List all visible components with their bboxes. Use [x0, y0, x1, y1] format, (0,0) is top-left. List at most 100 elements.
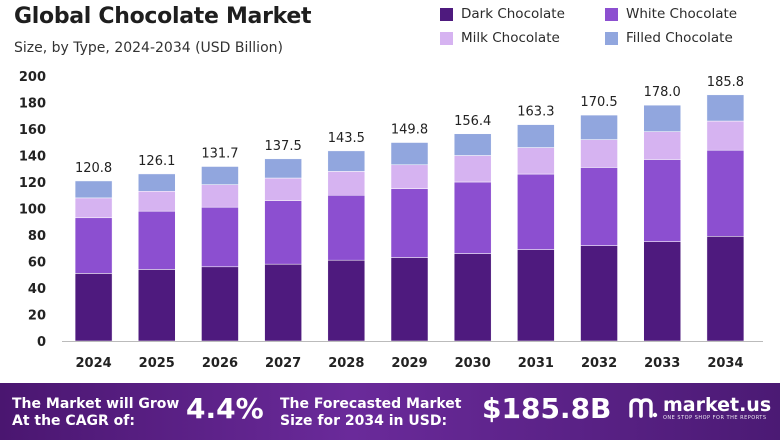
- bar-segment: [580, 167, 618, 246]
- bar-segment: [643, 131, 681, 160]
- bar-segment: [390, 142, 429, 166]
- y-tick-label: 0: [37, 335, 46, 350]
- legend: Dark Chocolate White Chocolate Milk Choc…: [440, 6, 775, 46]
- bar-segment: [453, 133, 492, 156]
- bar-segment: [706, 120, 745, 151]
- bar-segment: [517, 124, 555, 148]
- bar-segment: [453, 253, 492, 342]
- bar-segment: [138, 191, 176, 212]
- bar-segment: [138, 173, 176, 192]
- bar-segment: [580, 245, 618, 342]
- bar-total-label: 143.5: [328, 131, 365, 146]
- bar-segment: [706, 236, 745, 342]
- bar-segment: [706, 94, 745, 122]
- legend-swatch-filled: [605, 31, 618, 45]
- y-tick-label: 120: [19, 176, 46, 191]
- bar-segment: [74, 180, 113, 199]
- chart-title: Global Chocolate Market: [14, 4, 312, 29]
- x-tick-label: 2027: [265, 356, 301, 371]
- bar-segment: [74, 273, 113, 342]
- chart-subtitle: Size, by Type, 2024-2034 (USD Billion): [14, 40, 283, 56]
- bar-total-label: 149.8: [391, 123, 428, 138]
- market-us-logo-icon: [629, 398, 658, 418]
- bar-segment: [264, 158, 302, 179]
- legend-label: Dark Chocolate: [461, 6, 565, 22]
- bar-segment: [74, 197, 113, 219]
- bar-total-label: 120.8: [75, 161, 112, 176]
- bar-segment: [74, 217, 113, 274]
- y-tick-label: 40: [28, 282, 46, 297]
- brand-logo: market.us ONE STOP SHOP FOR THE REPORTS: [628, 395, 771, 421]
- bar-segment: [580, 139, 618, 168]
- bar-segment: [517, 249, 555, 342]
- legend-swatch-white: [605, 7, 618, 21]
- y-tick-label: 200: [19, 70, 46, 85]
- y-tick-label: 20: [28, 309, 46, 324]
- bar-segment: [706, 149, 745, 237]
- y-tick-label: 80: [28, 229, 46, 244]
- y-tick-label: 180: [19, 97, 46, 112]
- stacked-bar-chart: 0 20 40 60 80 100 120 140 160 180 200 120.8 2024 126.…: [19, 70, 763, 371]
- cagr-caption-line-2: At the CAGR of:: [12, 413, 135, 429]
- bar-segment: [264, 263, 302, 342]
- legend-item-dark-chocolate: Dark Chocolate: [440, 6, 605, 22]
- brand-name: market.us: [663, 394, 772, 416]
- bar-total-label: 131.7: [201, 146, 238, 161]
- legend-label: Milk Chocolate: [461, 30, 560, 46]
- bar-segment: [643, 241, 681, 342]
- bar-segment: [201, 166, 239, 185]
- legend-label: Filled Chocolate: [626, 30, 733, 46]
- cagr-caption: The Market will Grow At the CAGR of:: [12, 396, 179, 430]
- y-tick-label: 60: [28, 256, 46, 271]
- x-tick-label: 2026: [202, 356, 238, 371]
- x-tick-label: 2033: [644, 356, 680, 371]
- x-tick-label: 2028: [328, 356, 364, 371]
- bar-segment: [390, 257, 429, 342]
- bar-segment: [390, 188, 429, 258]
- legend-swatch-dark: [440, 7, 453, 21]
- bar-total-label: 163.3: [517, 105, 554, 120]
- bar-total-label: 126.1: [138, 154, 175, 169]
- legend-label: White Chocolate: [626, 6, 738, 22]
- summary-banner: The Market will Grow At the CAGR of: 4.4…: [0, 383, 780, 440]
- x-tick-label: 2034: [707, 356, 743, 371]
- bar-segment: [453, 181, 492, 254]
- bar-total-label: 170.5: [580, 95, 617, 110]
- forecast-caption: The Forecasted Market Size for 2034 in U…: [280, 396, 461, 430]
- legend-swatch-milk: [440, 31, 453, 45]
- bar-segment: [138, 269, 176, 342]
- bar-segment: [327, 195, 366, 261]
- bar-total-label: 185.8: [707, 75, 744, 90]
- bar-segment: [327, 171, 366, 196]
- bar-segment: [517, 173, 555, 250]
- x-tick-label: 2030: [455, 356, 491, 371]
- bar-segment: [264, 200, 302, 265]
- bar-total-label: 178.0: [644, 85, 681, 100]
- bar-segment: [517, 147, 555, 175]
- bar-segment: [643, 159, 681, 242]
- y-tick-label: 160: [19, 123, 46, 138]
- bar-segment: [453, 155, 492, 183]
- bar-total-label: 137.5: [265, 139, 302, 154]
- bar-segment: [138, 210, 176, 270]
- cagr-value: 4.4%: [186, 392, 264, 425]
- bar-segment: [327, 150, 366, 172]
- bar-total-label: 156.4: [454, 114, 491, 129]
- x-tick-label: 2031: [518, 356, 554, 371]
- bar-segment: [643, 104, 681, 132]
- legend-item-filled-chocolate: Filled Chocolate: [605, 30, 775, 46]
- bar-segment: [264, 177, 302, 201]
- x-tick-label: 2029: [391, 356, 427, 371]
- legend-item-white-chocolate: White Chocolate: [605, 6, 775, 22]
- bar-segment: [327, 259, 366, 342]
- bar-segment: [201, 184, 239, 208]
- x-tick-label: 2024: [75, 356, 111, 371]
- legend-item-milk-chocolate: Milk Chocolate: [440, 30, 605, 46]
- forecast-caption-line-1: The Forecasted Market: [280, 396, 462, 412]
- brand-tagline: ONE STOP SHOP FOR THE REPORTS: [663, 415, 767, 421]
- bar-segment: [201, 266, 239, 342]
- forecast-value: $185.8B: [482, 392, 612, 425]
- bar-segment: [580, 114, 618, 140]
- bar-segment: [201, 206, 239, 268]
- cagr-caption-line-1: The Market will Grow: [12, 396, 180, 412]
